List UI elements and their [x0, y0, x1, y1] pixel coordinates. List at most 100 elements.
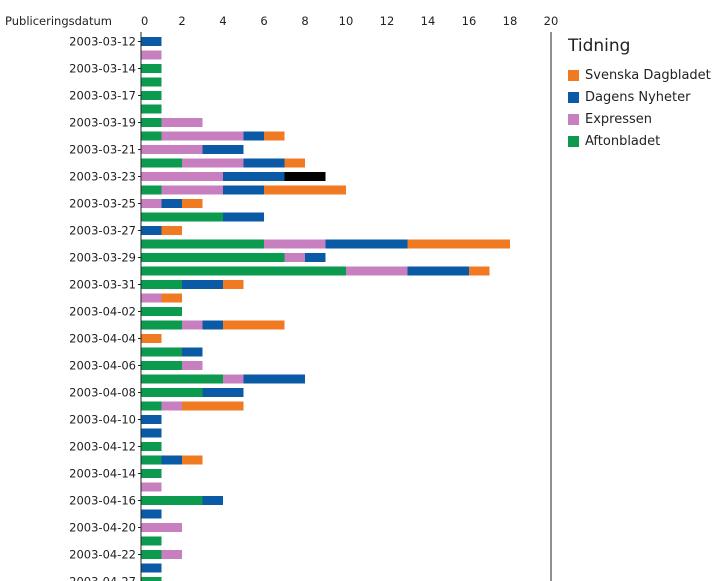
bar-segment-aftonbladet: [141, 158, 182, 168]
y-tick-label: 2003-03-12: [69, 35, 136, 49]
x-tick-label: 10: [339, 14, 354, 28]
y-tick-label: 2003-03-21: [69, 143, 136, 157]
bar-segment-svenska-dagbladet: [264, 131, 285, 141]
bar-segment-aftonbladet: [141, 239, 264, 249]
bar-segment-dagens-nyheter: [141, 509, 162, 519]
bar-segment-aftonbladet: [141, 91, 162, 100]
bar-segment-aftonbladet: [141, 401, 162, 411]
legend-label: Expressen: [585, 111, 652, 127]
bar-segment-dagens-nyheter: [223, 185, 264, 195]
y-tick-label: 2003-03-27: [69, 224, 136, 238]
bar-segment-aftonbladet: [141, 280, 182, 289]
x-tick-label: 4: [219, 14, 226, 28]
bar-segment-expressen: [141, 145, 203, 154]
bar-segment-expressen: [182, 158, 244, 168]
y-tick-label: 2003-03-31: [69, 278, 136, 292]
bar-segment-expressen: [141, 50, 162, 60]
bar-segment-expressen: [223, 374, 244, 384]
bar-segment-aftonbladet: [141, 442, 162, 451]
x-tick-label: 2: [178, 14, 185, 28]
bar-segment-dagens-nyheter: [407, 266, 469, 276]
y-tick-label: 2003-04-16: [69, 494, 136, 508]
bar-segment-aftonbladet: [141, 536, 162, 546]
bar-segment-expressen: [284, 253, 305, 262]
bar-segment-svenska-dagbladet: [223, 280, 244, 289]
bar-segment-dagens-nyheter: [223, 172, 285, 181]
bar-segment-expressen: [141, 199, 162, 208]
y-tick-label: 2003-03-17: [69, 89, 136, 103]
x-tick-label: 8: [301, 14, 308, 28]
y-tick-label: 2003-04-06: [69, 359, 136, 373]
bar-segment-expressen: [161, 185, 223, 195]
y-tick-label: 2003-03-29: [69, 251, 136, 265]
legend-label: Dagens Nyheter: [585, 89, 691, 105]
bar-segment-aftonbladet: [141, 212, 223, 222]
y-tick-label: 2003-03-23: [69, 170, 136, 184]
x-tick-label: 6: [260, 14, 267, 28]
bar-segment-aftonbladet: [141, 77, 162, 87]
y-tick-label: 2003-03-19: [69, 116, 136, 130]
bar-segment-aftonbladet: [141, 131, 162, 141]
legend-item: Aftonbladet: [568, 130, 711, 152]
bar-segment-aftonbladet: [141, 577, 162, 581]
bar-segment-dagens-nyheter: [161, 199, 182, 208]
bar-segment-expressen: [141, 293, 162, 303]
bar-segment-dagens-nyheter: [202, 320, 223, 330]
bar-segment-expressen: [182, 320, 203, 330]
bar-segment-expressen: [161, 401, 182, 411]
bar-segment-expressen: [161, 131, 244, 141]
bar-segment-dagens-nyheter: [141, 415, 162, 424]
legend: Tidning Svenska Dagbladet Dagens Nyheter E…: [568, 36, 711, 152]
bar-segment-aftonbladet: [141, 307, 182, 316]
legend-item: Svenska Dagbladet: [568, 64, 711, 86]
bar-segment-dagens-nyheter: [141, 428, 162, 438]
bar-segment-svenska-dagbladet: [407, 239, 510, 249]
bar-segment-dagens-nyheter: [161, 455, 182, 465]
x-tick-label: 20: [544, 14, 559, 28]
x-tick-label: 0: [141, 14, 148, 28]
bar-segment-expressen: [182, 361, 203, 370]
bar-segment-dagens-nyheter: [202, 388, 244, 397]
bar-segment-svenska-dagbladet: [141, 334, 162, 343]
bar-segment-svenska-dagbladet: [284, 158, 305, 168]
bar-segment-dagens-nyheter: [243, 131, 264, 141]
bar-segment-aftonbladet: [141, 266, 346, 276]
bar-segment-aftonbladet: [141, 104, 162, 114]
legend-label: Aftonbladet: [585, 133, 661, 149]
bar-segment-svenska-dagbladet: [161, 226, 182, 235]
bar-segment-dagens-nyheter: [182, 280, 223, 289]
legend-swatch: [568, 69, 579, 81]
bar-segment-aftonbladet: [141, 455, 162, 465]
y-tick-label: 2003-04-04: [69, 332, 136, 346]
bar-segment-other: [284, 172, 326, 181]
bar-segment-dagens-nyheter: [202, 496, 223, 505]
legend-item: Dagens Nyheter: [568, 86, 711, 108]
legend-swatch: [568, 135, 579, 147]
bar-segment-aftonbladet: [141, 320, 182, 330]
bar-segment-expressen: [141, 523, 182, 532]
y-tick-label: 2003-04-08: [69, 386, 136, 400]
bar-segment-aftonbladet: [141, 496, 203, 505]
legend-item: Expressen: [568, 108, 711, 130]
y-tick-label: 2003-04-14: [69, 467, 136, 481]
bar-segment-dagens-nyheter: [141, 37, 162, 46]
x-tick-label: 14: [421, 14, 436, 28]
bar-segment-aftonbladet: [141, 118, 162, 127]
bar-segment-aftonbladet: [141, 469, 162, 478]
y-tick-label: 2003-04-22: [69, 548, 136, 562]
bar-segment-expressen: [141, 172, 223, 181]
legend-swatch: [568, 91, 579, 103]
bar-segment-aftonbladet: [141, 550, 162, 559]
bar-segment-aftonbladet: [141, 185, 162, 195]
bar-segment-dagens-nyheter: [182, 347, 203, 357]
legend-label: Svenska Dagbladet: [585, 67, 711, 83]
y-tick-label: 2003-03-25: [69, 197, 136, 211]
y-tick-label: 2003-04-10: [69, 413, 136, 427]
bar-segment-svenska-dagbladet: [161, 293, 182, 303]
x-tick-label: 18: [503, 14, 518, 28]
x-tick-label: 12: [380, 14, 395, 28]
bar-segment-dagens-nyheter: [243, 374, 305, 384]
y-tick-label: 2003-04-20: [69, 521, 136, 535]
x-axis-title: Publiceringsdatum: [5, 14, 112, 28]
